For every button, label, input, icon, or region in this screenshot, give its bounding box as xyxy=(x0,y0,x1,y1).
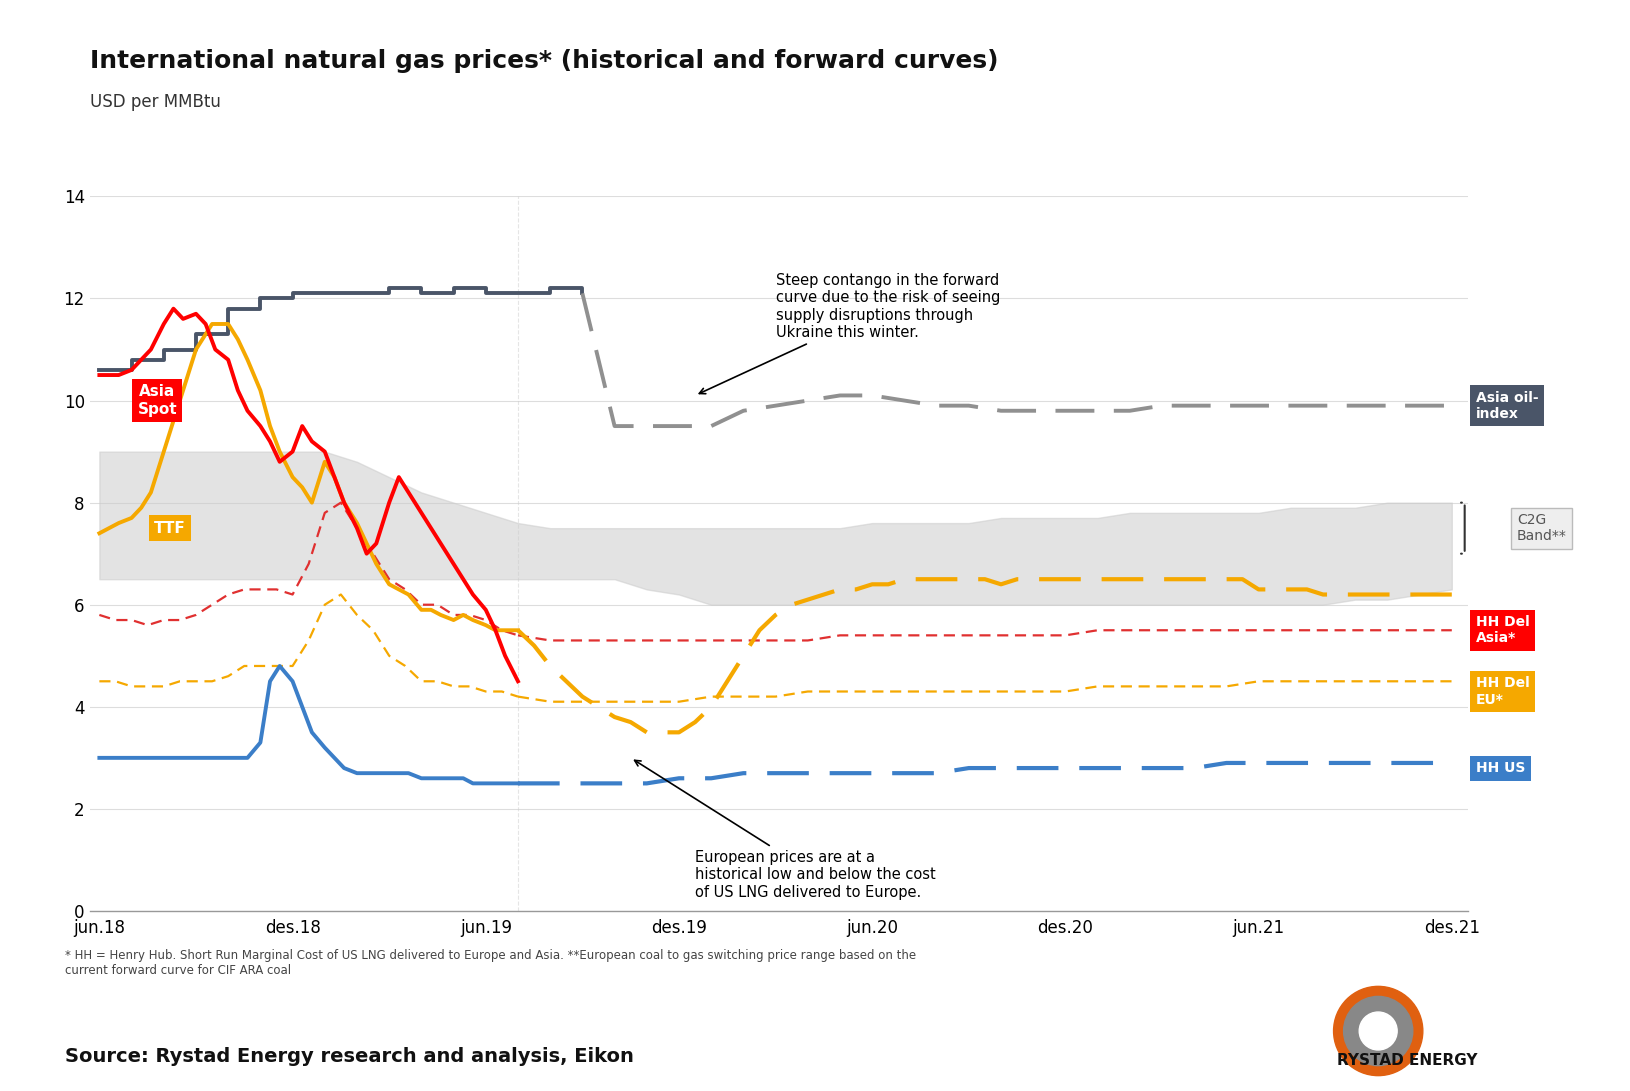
Text: HH Del
EU*: HH Del EU* xyxy=(1475,676,1529,707)
Text: RYSTAD ENERGY: RYSTAD ENERGY xyxy=(1337,1053,1477,1068)
Ellipse shape xyxy=(1358,1012,1397,1050)
Text: Asia
Spot: Asia Spot xyxy=(137,384,178,417)
Ellipse shape xyxy=(1343,996,1412,1066)
Text: Source: Rystad Energy research and analysis, Eikon: Source: Rystad Energy research and analy… xyxy=(65,1047,634,1066)
Text: * HH = Henry Hub. Short Run Marginal Cost of US LNG delivered to Europe and Asia: * HH = Henry Hub. Short Run Marginal Cos… xyxy=(65,949,916,978)
Text: European prices are at a
historical low and below the cost
of US LNG delivered t: European prices are at a historical low … xyxy=(634,760,936,900)
Text: HH Del
Asia*: HH Del Asia* xyxy=(1475,615,1529,646)
Text: HH US: HH US xyxy=(1475,762,1524,775)
Text: Steep contango in the forward
curve due to the risk of seeing
supply disruptions: Steep contango in the forward curve due … xyxy=(699,273,999,394)
Text: C2G
Band**: C2G Band** xyxy=(1516,513,1566,543)
Text: USD per MMBtu: USD per MMBtu xyxy=(90,93,220,110)
Text: TTF: TTF xyxy=(155,520,186,536)
Ellipse shape xyxy=(1333,986,1421,1076)
Text: International natural gas prices* (historical and forward curves): International natural gas prices* (histo… xyxy=(90,49,998,73)
Text: Asia oil-
index: Asia oil- index xyxy=(1475,391,1537,421)
